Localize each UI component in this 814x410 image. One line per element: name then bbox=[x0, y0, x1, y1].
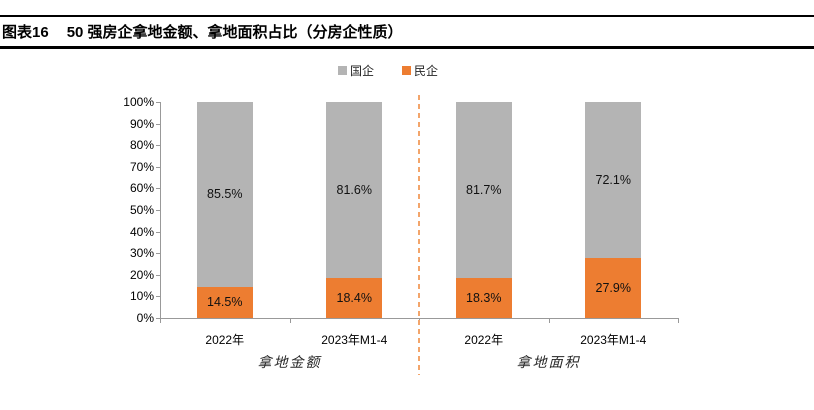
segment-data-label: 14.5% bbox=[207, 295, 243, 310]
x-category-label: 2023年M1-4 bbox=[321, 333, 388, 347]
legend-label-poe: 民企 bbox=[414, 64, 439, 78]
y-axis-tick-label: 40% bbox=[129, 224, 154, 239]
y-axis-tick bbox=[156, 231, 160, 233]
soe-segment: 81.6% bbox=[326, 102, 383, 279]
stacked-bar: 72.1% 27.9% bbox=[585, 102, 642, 318]
y-axis-tick bbox=[156, 188, 160, 190]
x-category-label: 2022年 bbox=[464, 333, 504, 347]
x-group-label: 拿地面积 bbox=[516, 355, 581, 371]
y-axis-tick bbox=[156, 166, 160, 168]
y-axis-tick-label: 60% bbox=[129, 181, 154, 196]
x-axis-tick bbox=[678, 318, 679, 323]
y-axis-tick-label: 100% bbox=[123, 95, 154, 109]
y-axis-tick bbox=[156, 145, 160, 147]
legend-item-soe: 国企 bbox=[338, 62, 374, 79]
chart-legend: 国企 民企 bbox=[338, 62, 438, 79]
y-axis-tick-label: 0% bbox=[136, 311, 154, 325]
figure-header: 图表16 50 强房企拿地金额、拿地面积占比（分房企性质） bbox=[0, 15, 814, 49]
poe-segment: 27.9% bbox=[585, 257, 642, 318]
y-axis-tick bbox=[156, 296, 160, 298]
legend-label-soe: 国企 bbox=[350, 64, 375, 78]
soe-segment: 85.5% bbox=[196, 102, 253, 287]
stacked-bar: 81.7% 18.3% bbox=[455, 102, 512, 318]
y-axis-tick bbox=[156, 210, 160, 211]
x-group-label: 拿地金额 bbox=[257, 355, 322, 371]
poe-segment: 14.5% bbox=[196, 286, 253, 318]
y-axis-tick bbox=[156, 253, 160, 255]
x-category-label: 2023年M1-4 bbox=[580, 333, 647, 347]
stacked-bar: 85.5% 14.5% bbox=[196, 102, 253, 318]
y-axis-tick-label: 30% bbox=[129, 246, 154, 261]
y-axis-tick bbox=[156, 318, 160, 319]
poe-segment: 18.4% bbox=[326, 278, 383, 318]
segment-data-label: 85.5% bbox=[207, 187, 243, 202]
y-axis-tick-label: 10% bbox=[129, 289, 154, 304]
x-axis-tick bbox=[160, 318, 161, 323]
y-axis-tick-label: 80% bbox=[129, 138, 154, 153]
soe-segment: 72.1% bbox=[585, 102, 642, 258]
segment-data-label: 18.3% bbox=[466, 291, 502, 306]
legend-item-poe: 民企 bbox=[402, 62, 438, 79]
x-category-label: 2022年 bbox=[205, 333, 245, 347]
stacked-bar: 81.6% 18.4% bbox=[326, 102, 383, 318]
figure-title: 50 强房企拿地金额、拿地面积占比（分房企性质） bbox=[66, 24, 403, 41]
y-axis-tick bbox=[156, 123, 160, 125]
soe-color-swatch-icon bbox=[338, 66, 347, 75]
y-axis-tick bbox=[156, 102, 160, 103]
poe-segment: 18.3% bbox=[455, 278, 512, 318]
x-axis-tick bbox=[548, 318, 550, 323]
y-axis-tick bbox=[156, 274, 160, 276]
y-axis-line bbox=[160, 102, 161, 318]
y-axis-tick-label: 20% bbox=[129, 267, 154, 282]
segment-data-label: 18.4% bbox=[336, 291, 372, 306]
segment-data-label: 27.9% bbox=[595, 280, 631, 295]
segment-data-label: 81.6% bbox=[336, 183, 372, 198]
x-axis-tick bbox=[289, 318, 291, 323]
y-axis-tick-label: 70% bbox=[129, 159, 154, 174]
poe-color-swatch-icon bbox=[402, 66, 412, 75]
soe-segment: 81.7% bbox=[455, 102, 512, 279]
figure-number: 图表16 bbox=[2, 24, 49, 41]
y-axis-tick-label: 50% bbox=[129, 203, 154, 217]
group-divider-dashed-line bbox=[418, 95, 420, 375]
y-axis-tick-label: 90% bbox=[129, 116, 154, 131]
segment-data-label: 81.7% bbox=[466, 183, 502, 198]
segment-data-label: 72.1% bbox=[595, 172, 631, 187]
